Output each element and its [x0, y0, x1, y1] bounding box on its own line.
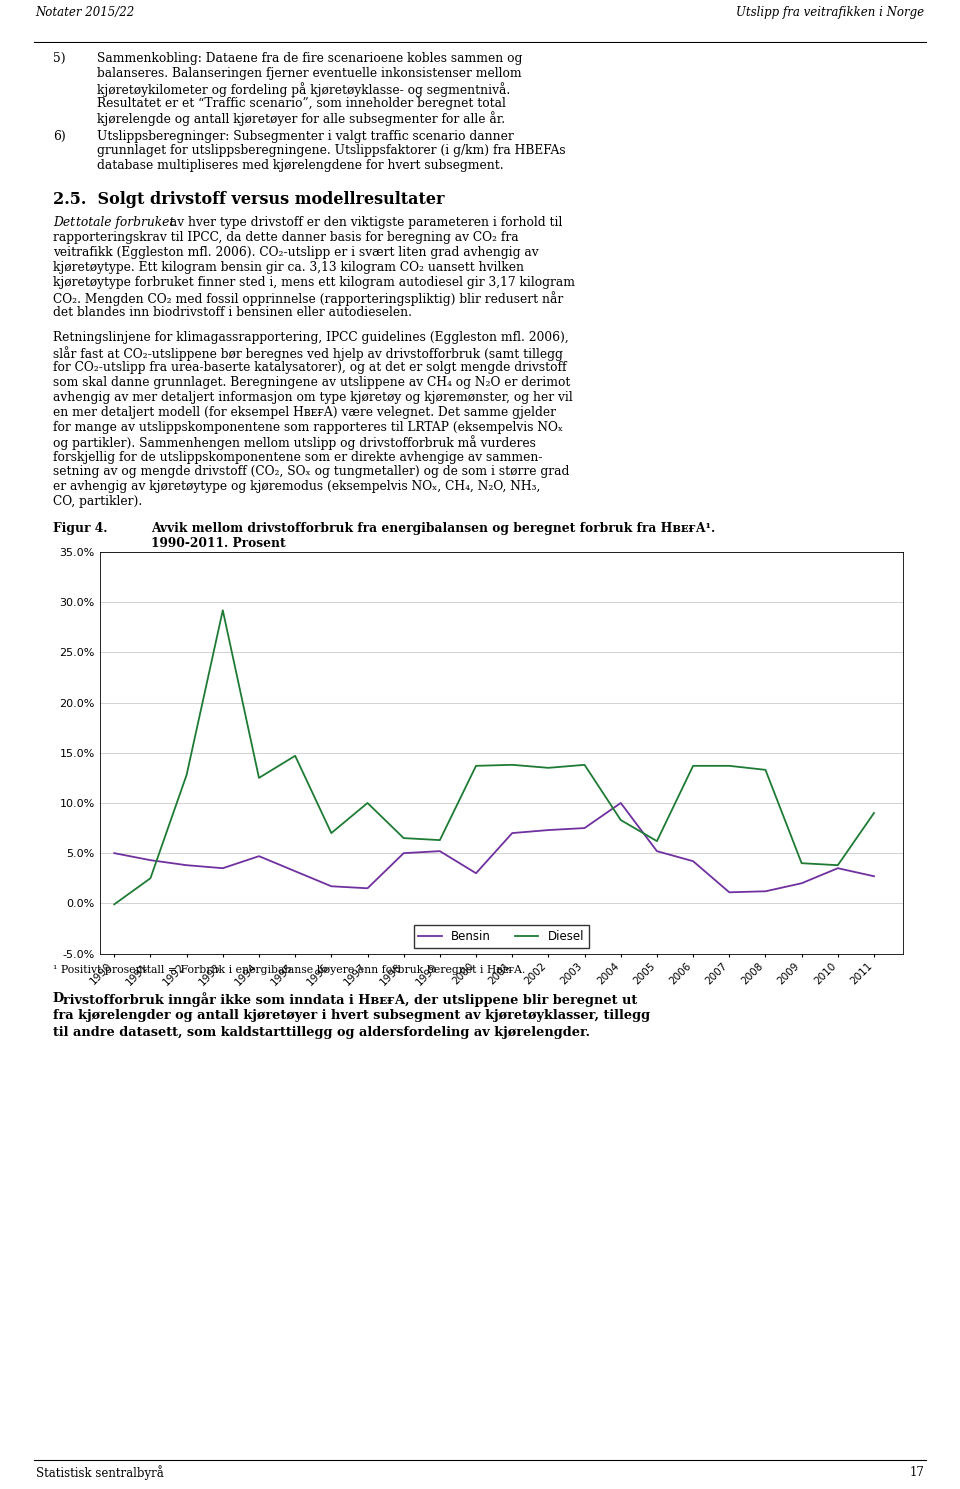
Text: Retningslinjene for klimagassrapportering, IPCC guidelines (Eggleston ​mfl. 2006: Retningslinjene for klimagassrapporterin… — [53, 331, 568, 344]
Text: for mange av utslippskomponentene som rapporteres til LRTAP (eksempelvis NOₓ: for mange av utslippskomponentene som ra… — [53, 421, 563, 433]
Text: CO₂. Mengden CO₂ med fossil opprinnelse (rapporteringspliktig) blir redusert når: CO₂. Mengden CO₂ med fossil opprinnelse … — [53, 290, 564, 305]
Text: D: D — [53, 992, 64, 1005]
Text: slår fast at CO₂-utslippene bør beregnes ved hjelp av drivstofforbruk (samt till: slår fast at CO₂-utslippene bør beregnes… — [53, 345, 563, 360]
Text: av hver type drivstoff er den viktigste parameteren i forhold til: av hver type drivstoff er den viktigste … — [166, 216, 563, 229]
Text: kjøretøytype. Ett kilogram bensin gir ca. 3,13 kilogram CO₂ uansett hvilken: kjøretøytype. Ett kilogram bensin gir ca… — [53, 261, 524, 274]
Text: forskjellig for de utslippskomponentene som er direkte avhengige av sammen-: forskjellig for de utslippskomponentene … — [53, 451, 542, 463]
Text: totale forbruket: totale forbruket — [76, 216, 174, 229]
Text: Avvik mellom drivstofforbruk fra energibalansen og beregnet forbruk fra HʙᴇғA¹.: Avvik mellom drivstofforbruk fra energib… — [151, 523, 715, 535]
Text: veitrafikk (Eggleston ​mfl. 2006). CO₂-utslipp er i svært liten grad avhengig av: veitrafikk (Eggleston ​mfl. 2006). CO₂-u… — [53, 246, 539, 259]
Text: database multipliseres med kjørelengdene for hvert subsegment.: database multipliseres med kjørelengdene… — [97, 159, 504, 173]
Text: som skal danne grunnlaget. Beregningene av utslippene av CH₄ og N₂O er derimot: som skal danne grunnlaget. Beregningene … — [53, 375, 570, 389]
Text: til andre datasett, som kaldstarttillegg og aldersfordeling av kjørelengder.: til andre datasett, som kaldstarttillegg… — [53, 1026, 589, 1039]
Text: Utslipp fra veitrafikken i Norge: Utslipp fra veitrafikken i Norge — [736, 6, 924, 19]
Text: CO, partikler).: CO, partikler). — [53, 496, 142, 508]
Text: kjøretøykilometer og fordeling på kjøretøyklasse- og segmentnivå.: kjøretøykilometer og fordeling på kjøret… — [97, 82, 511, 97]
Text: det blandes inn biodrivstoff i bensinen eller autodieselen.: det blandes inn biodrivstoff i bensinen … — [53, 305, 412, 319]
Text: rapporteringskrav til IPCC, da dette danner basis for beregning av CO₂ fra: rapporteringskrav til IPCC, da dette dan… — [53, 231, 518, 244]
Text: fra kjørelengder og antall kjøretøyer i hvert subsegment av kjøretøyklasser, til: fra kjørelengder og antall kjøretøyer i … — [53, 1010, 650, 1021]
Text: Sammenkobling: Dataene fra de fire scenarioene kobles sammen og: Sammenkobling: Dataene fra de fire scena… — [97, 52, 522, 66]
Text: kjøretøytype forbruket finner sted i, mens ett kilogram autodiesel gir 3,17 kilo: kjøretøytype forbruket finner sted i, me… — [53, 275, 575, 289]
Text: ¹ Positivt prosenttall = Forbruk i energibalanse høyere enn forbruk beregnet i H: ¹ Positivt prosenttall = Forbruk i energ… — [53, 965, 525, 975]
Text: grunnlaget for utslippsberegningene. Utslippsfaktorer (i g/km) fra HBEFAs: grunnlaget for utslippsberegningene. Uts… — [97, 144, 565, 158]
Text: avhengig av mer detaljert informasjon om type kjøretøy og kjøremønster, og her v: avhengig av mer detaljert informasjon om… — [53, 390, 572, 404]
Text: kjørelengde og antall kjøretøyer for alle subsegmenter for alle år.: kjørelengde og antall kjøretøyer for all… — [97, 112, 505, 127]
Text: rivstofforbruk inngår ikke som inndata i HʙᴇғA, der utslippene blir beregnet ut: rivstofforbruk inngår ikke som inndata i… — [63, 992, 637, 1007]
Text: en mer detaljert modell (for eksempel HʙᴇғA) være velegnet. Det samme gjelder: en mer detaljert modell (for eksempel Hʙ… — [53, 405, 556, 418]
Text: Figur 4.: Figur 4. — [53, 523, 108, 535]
Text: Statistisk sentralbyrå: Statistisk sentralbyrå — [36, 1465, 163, 1480]
Text: balanseres. Balanseringen fjerner eventuelle inkonsistenser mellom: balanseres. Balanseringen fjerner eventu… — [97, 67, 522, 80]
Text: 2.5.  Solgt drivstoff versus modellresultater: 2.5. Solgt drivstoff versus modellresult… — [53, 191, 444, 208]
Text: Resultatet er et “Traffic scenario”, som inneholder beregnet total: Resultatet er et “Traffic scenario”, som… — [97, 97, 506, 110]
Text: Utslippsberegninger: Subsegmenter i valgt traffic scenario danner: Utslippsberegninger: Subsegmenter i valg… — [97, 130, 514, 143]
Legend: Bensin, Diesel: Bensin, Diesel — [414, 925, 589, 947]
Text: 6): 6) — [53, 130, 65, 143]
Text: setning av og mengde drivstoff (CO₂, SOₓ og tungmetaller) og de som i større gra: setning av og mengde drivstoff (CO₂, SOₓ… — [53, 466, 569, 478]
Text: 17: 17 — [910, 1467, 924, 1479]
Text: Notater 2015/22: Notater 2015/22 — [36, 6, 134, 19]
Text: og partikler). Sammenhengen mellom utslipp og drivstofforbruk må vurderes: og partikler). Sammenhengen mellom utsli… — [53, 436, 536, 451]
Text: for CO₂-utslipp fra urea-baserte katalysatorer), og at det er solgt mengde drivs: for CO₂-utslipp fra urea-baserte katalys… — [53, 360, 566, 374]
Text: Det: Det — [53, 216, 79, 229]
Text: er avhengig av kjøretøytype og kjøremodus (eksempelvis NOₓ, CH₄, N₂O, NH₃,: er avhengig av kjøretøytype og kjøremodu… — [53, 481, 540, 493]
Text: 5): 5) — [53, 52, 65, 66]
Text: 1990-2011. Prosent: 1990-2011. Prosent — [151, 538, 286, 549]
